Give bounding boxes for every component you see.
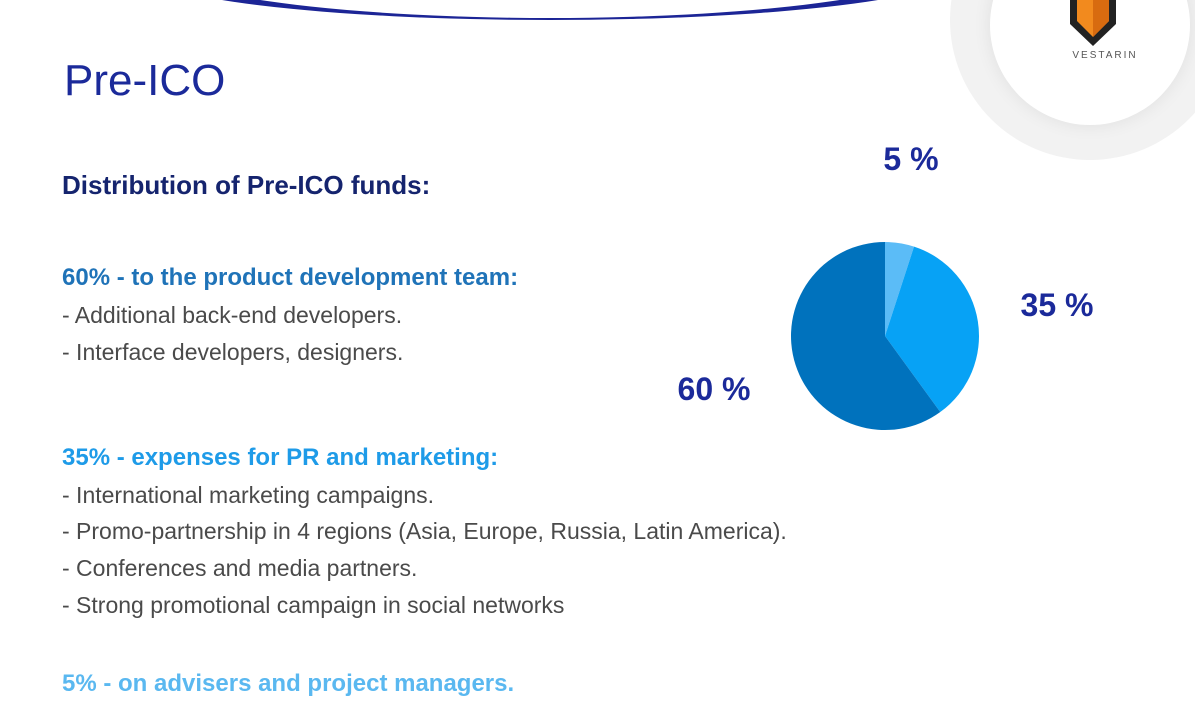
- section-heading-marketing: 35% - expenses for PR and marketing:: [62, 444, 499, 471]
- bullet-item: - Additional back-end developers.: [62, 302, 403, 328]
- section-heading-development: 60% - to the product development team:: [62, 264, 519, 291]
- bullet-item: - International marketing campaigns.: [62, 482, 435, 508]
- section-heading-advisers: 5% - on advisers and project managers.: [62, 670, 515, 697]
- pie-slice-35: [885, 246, 979, 413]
- pie-label-60: 60 %: [678, 371, 751, 407]
- pie-slice-60: [790, 242, 941, 430]
- pie-chart: 5 % 35 % 60 %: [678, 141, 1094, 430]
- bullet-item: - Conferences and media partners.: [62, 555, 418, 581]
- section-subtitle: Distribution of Pre-ICO funds:: [62, 170, 431, 200]
- page-title: Pre-ICO: [64, 56, 226, 105]
- logo-text: VESTARIN: [1072, 50, 1138, 61]
- shield-logo-icon: [1070, 0, 1116, 46]
- bullet-item: - Interface developers, designers.: [62, 339, 404, 365]
- pie-label-5: 5 %: [883, 141, 938, 177]
- pie-label-35: 35 %: [1021, 287, 1094, 323]
- bullet-item: - Promo-partnership in 4 regions (Asia, …: [62, 518, 787, 544]
- pie-slice-5: [885, 242, 915, 336]
- bullet-item: - Strong promotional campaign in social …: [62, 592, 565, 618]
